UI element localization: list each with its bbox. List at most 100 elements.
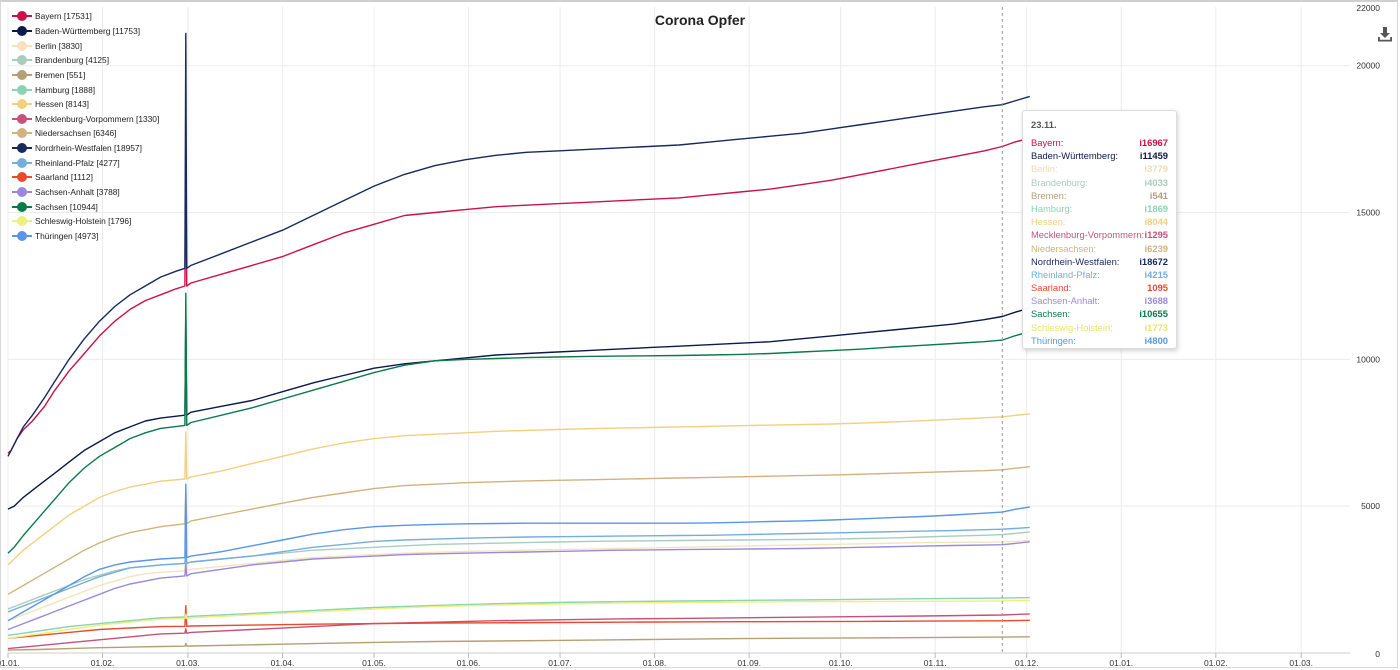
legend-item[interactable]: Rheinland-Pfalz [4277] bbox=[12, 155, 212, 170]
tooltip-row: Sachsen: i10655 bbox=[1031, 307, 1168, 320]
legend-marker-icon bbox=[12, 40, 32, 51]
legend-item[interactable]: Niedersachsen [6346] bbox=[12, 126, 212, 141]
legend: Bayern [17531] Baden-Württemberg [11753] B… bbox=[12, 9, 212, 243]
legend-marker-icon bbox=[12, 55, 32, 66]
x-tick-label: 01.07. bbox=[548, 658, 572, 668]
download-button[interactable] bbox=[1377, 26, 1393, 43]
x-tick-label: 01.01. bbox=[0, 658, 20, 668]
series-line-rheinland-pfalz bbox=[7, 526, 1030, 613]
tooltip-row: Nordrhein-Westfalen: i18672 bbox=[1031, 255, 1168, 268]
tooltip-series-label: Rheinland-Pfalz: bbox=[1031, 268, 1100, 280]
legend-item[interactable]: Baden-Württemberg [11753] bbox=[12, 24, 212, 39]
tooltip-date: 23.11. bbox=[1031, 119, 1057, 130]
legend-item[interactable]: Bayern [17531] bbox=[12, 9, 212, 24]
y-axis-ticks: 0 5000 10000 15000 20000 22000 bbox=[1356, 3, 1380, 659]
legend-label: Schleswig-Holstein [1796] bbox=[35, 216, 132, 227]
series-line-sachsen bbox=[7, 292, 1030, 554]
tooltip-row: Brandenburg: i4033 bbox=[1031, 176, 1168, 189]
tooltip-row: Niedersachsen: i6239 bbox=[1031, 242, 1168, 255]
legend-marker-icon bbox=[12, 128, 32, 139]
legend-marker-icon bbox=[12, 187, 32, 197]
tooltip-series-value: 1095 bbox=[1147, 282, 1168, 294]
tooltip-series-value: i8044 bbox=[1144, 216, 1168, 228]
legend-item[interactable]: Berlin [3830] bbox=[12, 38, 212, 53]
tooltip-series-label: Schleswig-Holstein: bbox=[1031, 321, 1113, 333]
tooltip-series-label: Thüringen: bbox=[1031, 334, 1076, 346]
legend-item[interactable]: Nordrhein-Westfalen [18957] bbox=[12, 141, 212, 156]
tooltip-series-value: i3779 bbox=[1144, 163, 1168, 175]
legend-item[interactable]: Sachsen [10944] bbox=[12, 199, 212, 214]
legend-item[interactable]: Hessen [8143] bbox=[12, 97, 212, 112]
tooltip-series-label: Bayern: bbox=[1031, 137, 1064, 148]
series-line-berlin bbox=[7, 539, 1030, 622]
legend-label: Hessen [8143] bbox=[35, 99, 90, 110]
x-tick-label: 01.04. bbox=[271, 658, 295, 668]
x-tick-label: 01.06. bbox=[457, 658, 481, 668]
legend-label: Hamburg [1888] bbox=[35, 84, 96, 95]
y-tick-label: 20000 bbox=[1356, 61, 1380, 71]
legend-label: Bayern [17531] bbox=[35, 11, 92, 22]
legend-marker-icon bbox=[12, 25, 32, 36]
series-line-baden-w-rttemberg bbox=[7, 307, 1030, 510]
tooltip-row: Schleswig-Holstein: i1773 bbox=[1031, 321, 1168, 334]
x-tick-label: 01.02. bbox=[1204, 658, 1228, 668]
legend-item[interactable]: Schleswig-Holstein [1796] bbox=[12, 214, 212, 229]
tooltip-row: Mecklenburg-Vorpommern: i1295 bbox=[1031, 228, 1168, 241]
legend-label: Berlin [3830] bbox=[35, 40, 83, 51]
tooltip-row: Rheinland-Pfalz: i4215 bbox=[1031, 268, 1168, 281]
legend-label: Saarland [1112] bbox=[35, 172, 93, 183]
tooltip-row: Hessen: i8044 bbox=[1031, 215, 1168, 228]
legend-label: Bremen [551] bbox=[35, 69, 86, 80]
legend-label: Rheinland-Pfalz [4277] bbox=[35, 157, 120, 168]
series-line-schleswig-holstein bbox=[7, 599, 1030, 639]
tooltip-series-value: i10655 bbox=[1139, 308, 1168, 320]
tooltip-series-label: Baden-Württemberg: bbox=[1031, 150, 1119, 162]
series-line-hamburg bbox=[7, 596, 1030, 637]
series-line-bremen bbox=[7, 636, 1030, 651]
tooltip-series-label: Hamburg: bbox=[1031, 202, 1073, 214]
legend-item[interactable]: Brandenburg [4125] bbox=[12, 53, 212, 68]
tooltip-series-label: Brandenburg: bbox=[1031, 176, 1088, 188]
x-tick-label: 01.03. bbox=[176, 658, 200, 668]
series-line-th-ringen bbox=[7, 483, 1030, 622]
tooltip-row: Baden-Württemberg: i11459 bbox=[1031, 149, 1168, 162]
legend-marker-icon bbox=[12, 230, 32, 241]
legend-label: Thüringen [4973] bbox=[35, 230, 99, 241]
tooltip-row: Berlin: i3779 bbox=[1031, 162, 1168, 175]
tooltip-series-value: i18672 bbox=[1139, 255, 1168, 267]
tooltip-row: Saarland: 1095 bbox=[1031, 281, 1168, 294]
legend-label: Baden-Württemberg [11753] bbox=[35, 25, 141, 36]
download-icon bbox=[1378, 27, 1392, 42]
series-line-nordrhein-westfalen bbox=[7, 32, 1031, 457]
tooltip-series-value: i4800 bbox=[1144, 334, 1168, 346]
y-tick-label: 15000 bbox=[1356, 208, 1380, 218]
y-tick-label: 22000 bbox=[1356, 3, 1380, 13]
tooltip-series-value: i4033 bbox=[1144, 176, 1168, 188]
legend-label: Niedersachsen [6346] bbox=[35, 128, 117, 139]
x-tick-label: 01.05. bbox=[362, 658, 386, 668]
legend-marker-icon bbox=[12, 11, 32, 22]
tooltip-row: Thüringen: i4800 bbox=[1031, 334, 1168, 347]
tooltip-series-label: Sachsen-Anhalt: bbox=[1031, 295, 1100, 307]
legend-label: Sachsen [10944] bbox=[35, 201, 98, 212]
legend-item[interactable]: Bremen [551] bbox=[12, 68, 212, 83]
series-line-hessen bbox=[7, 413, 1030, 566]
x-axis-ticks: 01.01. 01.02. 01.03. 01.04. 01.05. 01.06. 01.0… bbox=[0, 653, 1313, 668]
series-line-brandenburg bbox=[7, 531, 1030, 610]
legend-marker-icon bbox=[12, 157, 32, 168]
tooltip-series-label: Saarland: bbox=[1031, 282, 1072, 294]
legend-item[interactable]: Mecklenburg-Vorpommern [1330] bbox=[12, 111, 212, 126]
legend-item[interactable]: Hamburg [1888] bbox=[12, 82, 212, 97]
legend-item[interactable]: Thüringen [4973] bbox=[12, 229, 212, 244]
legend-marker-icon bbox=[12, 143, 32, 154]
legend-label: Brandenburg [4125] bbox=[35, 55, 110, 66]
legend-item[interactable]: Sachsen-Anhalt [3788] bbox=[12, 185, 212, 200]
tooltip-series-label: Mecklenburg-Vorpommern: bbox=[1031, 229, 1145, 241]
legend-marker-icon bbox=[12, 216, 32, 227]
chart-title: Corona Opfer bbox=[654, 12, 746, 28]
tooltip-row: Bremen: i541 bbox=[1031, 189, 1168, 202]
legend-item[interactable]: Saarland [1112] bbox=[12, 170, 212, 185]
tooltip-series-label: Nordrhein-Westfalen: bbox=[1031, 255, 1120, 267]
y-tick-label: 0 bbox=[1375, 649, 1380, 659]
series-lines bbox=[7, 32, 1031, 651]
